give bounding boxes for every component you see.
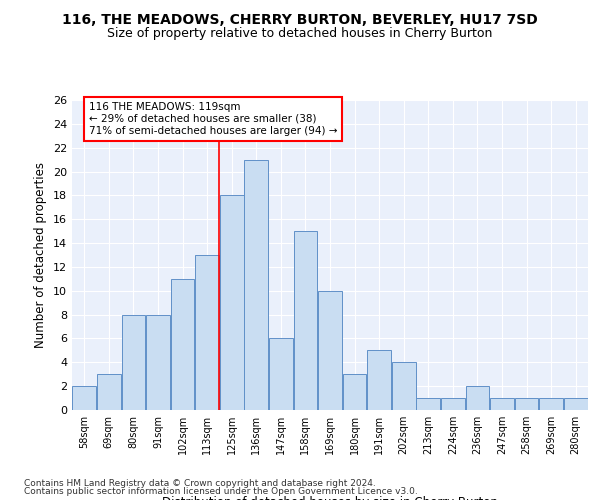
Bar [515,398,538,410]
Bar [293,231,317,410]
Bar [318,291,342,410]
Bar [490,398,514,410]
Bar [220,196,244,410]
Text: Size of property relative to detached houses in Cherry Burton: Size of property relative to detached ho… [107,28,493,40]
Y-axis label: Number of detached properties: Number of detached properties [34,162,47,348]
Bar [466,386,490,410]
Bar [343,374,367,410]
Bar [170,279,194,410]
Bar [97,374,121,410]
Bar [416,398,440,410]
Text: Contains HM Land Registry data © Crown copyright and database right 2024.: Contains HM Land Registry data © Crown c… [24,478,376,488]
Bar [539,398,563,410]
Text: 116, THE MEADOWS, CHERRY BURTON, BEVERLEY, HU17 7SD: 116, THE MEADOWS, CHERRY BURTON, BEVERLE… [62,12,538,26]
Bar [146,314,170,410]
Bar [122,314,145,410]
Text: 116 THE MEADOWS: 119sqm
← 29% of detached houses are smaller (38)
71% of semi-de: 116 THE MEADOWS: 119sqm ← 29% of detache… [89,102,337,136]
Bar [195,255,219,410]
Bar [392,362,416,410]
Bar [564,398,587,410]
Text: Contains public sector information licensed under the Open Government Licence v3: Contains public sector information licen… [24,487,418,496]
Bar [367,350,391,410]
Bar [441,398,465,410]
Bar [269,338,293,410]
Bar [73,386,96,410]
Bar [244,160,268,410]
X-axis label: Distribution of detached houses by size in Cherry Burton: Distribution of detached houses by size … [162,496,498,500]
